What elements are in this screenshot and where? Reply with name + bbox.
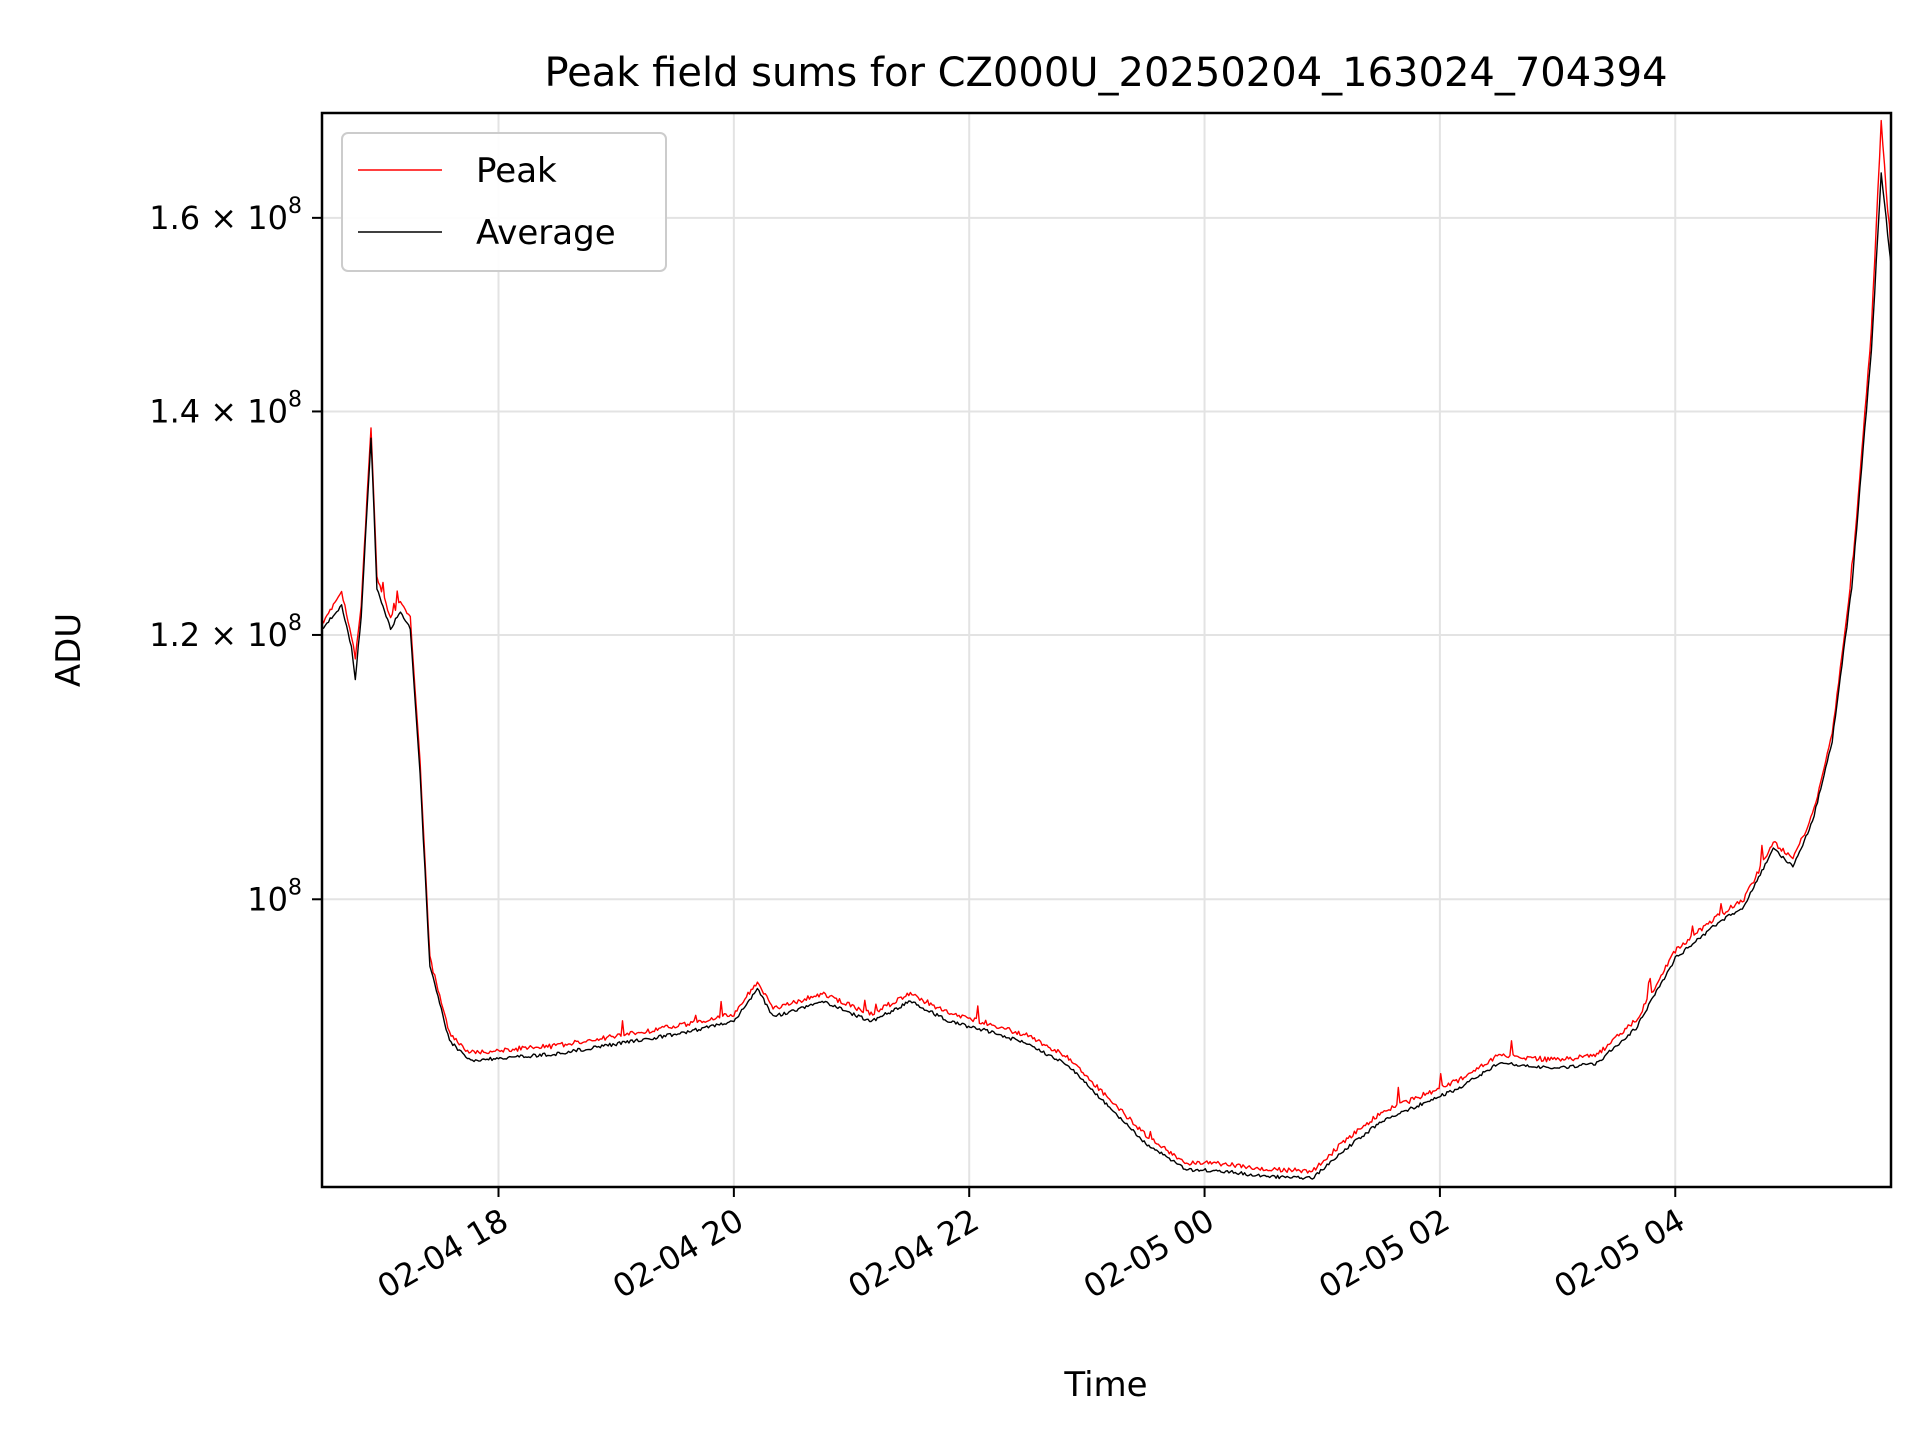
- series-line-average: [321, 172, 1892, 1180]
- y-axis: 108 1.2 × 108 1.4 × 108 1.6 × 108: [149, 194, 322, 918]
- legend-label-peak: Peak: [476, 151, 557, 191]
- series-layer: [321, 119, 1892, 1180]
- series-line-peak: [321, 119, 1892, 1174]
- chart-title: Peak field sums for CZ000U_20250204_1630…: [544, 50, 1667, 96]
- legend-label-average: Average: [476, 213, 616, 253]
- y-tick-label: 1.2 × 108: [149, 611, 302, 654]
- gridlines: [322, 113, 1891, 1187]
- y-tick-label: 1.6 × 108: [149, 194, 302, 237]
- x-axis-label: Time: [1063, 1365, 1147, 1405]
- y-tick-label: 108: [247, 875, 302, 918]
- plot-frame: [320, 111, 1893, 1189]
- legend-box: [341, 132, 667, 272]
- legend: Peak Average: [341, 132, 667, 272]
- y-axis-label: ADU: [49, 613, 89, 687]
- y-tick-label: 1.4 × 108: [149, 387, 302, 430]
